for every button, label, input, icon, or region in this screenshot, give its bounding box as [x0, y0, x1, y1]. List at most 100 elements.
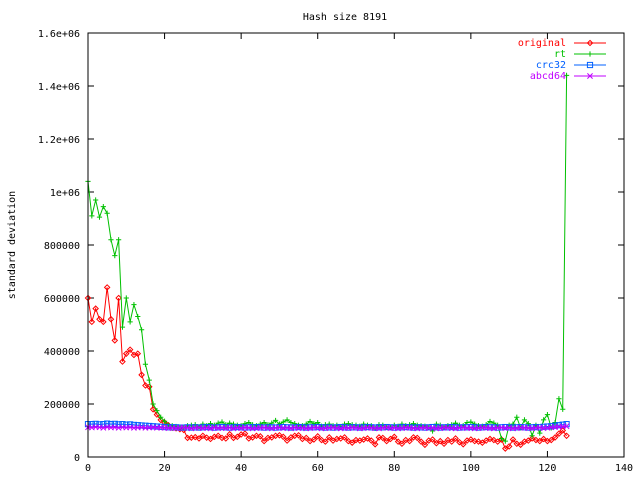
data-point-original: [218, 434, 226, 442]
data-point-original: [440, 440, 448, 448]
data-point-rt: [161, 418, 168, 424]
data-point-original: [413, 434, 421, 442]
data-point-original: [195, 435, 203, 442]
data-point-original: [345, 437, 352, 445]
chart-title: Hash size 8191: [303, 12, 387, 23]
y-tick-label: 1.2e+06: [38, 135, 80, 146]
data-point-original: [234, 433, 241, 441]
data-point-rt: [150, 401, 156, 407]
data-point-original: [214, 432, 222, 440]
data-point-crc32: [88, 421, 95, 428]
data-point-rt: [544, 412, 551, 418]
legend-label-rt: rt: [554, 49, 566, 60]
data-point-original: [471, 437, 478, 445]
legend-label-crc32: crc32: [536, 60, 566, 71]
data-point-crc32: [115, 421, 122, 428]
plot-area-frame: [87, 32, 625, 458]
data-point-original: [322, 438, 329, 445]
data-point-original: [429, 436, 436, 443]
data-point-original: [352, 436, 360, 444]
data-point-original: [402, 436, 410, 444]
data-point-rt: [158, 414, 164, 420]
data-point-original: [563, 432, 570, 440]
y-tick-label: 200000: [44, 400, 80, 411]
data-point-original: [199, 432, 207, 440]
series-line-rt: [87, 75, 568, 442]
y-tick-label: 1e+06: [50, 188, 80, 199]
y-tick-label: 600000: [44, 294, 80, 305]
data-point-original: [295, 431, 302, 439]
data-point-original: [505, 443, 513, 450]
y-tick-label: 0: [74, 453, 80, 464]
y-tick-label: 1.6e+06: [38, 29, 80, 40]
series-layer: [84, 72, 570, 452]
data-point-rt: [119, 324, 126, 330]
legend-label-original: original: [518, 38, 566, 49]
data-point-original: [559, 427, 567, 434]
x-tick-label: 0: [85, 463, 91, 474]
data-point-original: [368, 437, 375, 444]
x-tick-label: 40: [235, 463, 247, 474]
data-point-rt: [104, 210, 110, 216]
data-point-rt: [556, 396, 562, 402]
data-point-rt: [112, 253, 118, 259]
data-point-original: [253, 432, 260, 440]
data-point-original: [494, 438, 501, 445]
data-point-original: [341, 434, 348, 441]
data-point-original: [96, 315, 103, 323]
data-point-original: [119, 358, 126, 365]
data-point-original: [379, 434, 387, 442]
data-point-original: [517, 441, 524, 449]
legend-marker-crc32: [586, 61, 594, 69]
series-abcd64: [85, 423, 570, 432]
data-point-rt: [135, 313, 141, 320]
data-point-original: [394, 438, 402, 445]
y-tick-label: 1.4e+06: [38, 82, 80, 93]
data-point-crc32: [111, 420, 118, 427]
data-point-rt: [273, 417, 279, 424]
data-point-original: [475, 438, 482, 445]
data-point-crc32: [104, 420, 111, 427]
data-point-rt: [89, 213, 95, 219]
legend-marker-rt: [587, 51, 593, 57]
data-point-rt: [139, 327, 145, 333]
data-point-original: [92, 305, 99, 312]
data-point-rt: [146, 377, 152, 383]
data-point-rt: [261, 419, 267, 426]
series-rt: [85, 72, 570, 444]
data-point-original: [88, 318, 96, 326]
data-point-original: [417, 438, 425, 445]
data-point-original: [348, 439, 356, 446]
data-point-rt: [131, 302, 137, 308]
x-tick-label: 100: [462, 463, 480, 474]
data-point-original: [314, 433, 322, 440]
data-point-original: [536, 437, 544, 445]
y-tick-label: 800000: [44, 241, 80, 252]
data-point-original: [283, 437, 291, 444]
data-point-original: [540, 435, 547, 443]
data-point-rt: [207, 421, 214, 427]
data-point-original: [547, 436, 555, 444]
data-point-original: [100, 318, 107, 326]
data-point-original: [383, 437, 390, 445]
series-original: [84, 284, 570, 452]
data-point-original: [126, 346, 134, 353]
data-point-original: [241, 430, 249, 437]
data-point-original: [509, 436, 517, 443]
data-point-rt: [468, 419, 474, 425]
data-point-original: [452, 435, 459, 442]
data-point-original: [410, 434, 417, 441]
data-point-original: [325, 434, 333, 441]
data-point-original: [479, 439, 486, 446]
y-axis-label: standard deviation: [7, 191, 18, 299]
data-point-rt: [284, 417, 290, 423]
legend-marker-abcd64: [587, 73, 593, 79]
data-point-original: [456, 438, 463, 446]
data-point-rt: [311, 421, 317, 427]
data-point-rt: [326, 421, 332, 427]
data-point-abcd64: [563, 423, 570, 430]
data-point-original: [486, 435, 494, 443]
data-point-original: [256, 433, 264, 440]
